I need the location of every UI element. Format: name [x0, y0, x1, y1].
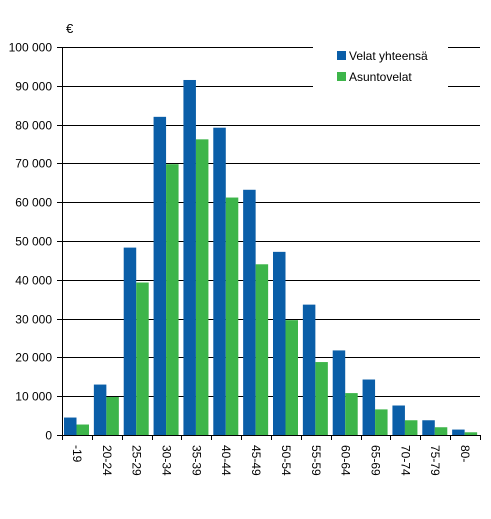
x-tick-label: 75-79: [428, 445, 442, 476]
bar-asuntovelat: [195, 139, 209, 435]
bar-velat-yhteensa: [452, 429, 465, 435]
bar-asuntovelat: [345, 393, 358, 435]
bar-velat-yhteensa: [273, 251, 286, 435]
legend: Velat yhteensä Asuntovelat: [313, 45, 448, 90]
y-tick-label: 30 000: [15, 313, 52, 327]
bar-velat-yhteensa: [123, 247, 137, 435]
bar-velat-yhteensa: [93, 384, 107, 435]
legend-label-velat-yhteensa: Velat yhteensä: [349, 49, 428, 63]
x-tick-label: -19: [70, 445, 84, 463]
axes: [57, 47, 481, 440]
x-tick-label: 45-49: [249, 445, 263, 476]
bar-asuntovelat: [315, 362, 328, 435]
bar-asuntovelat: [76, 424, 89, 435]
y-tick-label: 70 000: [15, 157, 52, 171]
bar-velat-yhteensa: [302, 304, 316, 435]
legend-background: [313, 45, 448, 90]
bar-asuntovelat: [375, 409, 388, 435]
bar-asuntovelat: [255, 264, 269, 435]
bar-asuntovelat: [464, 432, 478, 435]
x-tick-label: 20-24: [100, 445, 114, 476]
bar-velat-yhteensa: [153, 116, 167, 435]
y-tick-labels: 0 10 000 20 000 30 000 40 000 50 000 60 000 70 …: [9, 41, 53, 443]
x-tick-label: 70-74: [398, 445, 412, 476]
bar-asuntovelat: [166, 164, 179, 435]
x-tick-label: 60-64: [339, 445, 353, 476]
bar-velat-yhteensa: [243, 189, 256, 435]
y-tick-label: 90 000: [15, 80, 52, 94]
bar-asuntovelat: [434, 427, 448, 435]
legend-label-asuntovelat: Asuntovelat: [349, 70, 412, 84]
x-tick-label: 55-59: [309, 445, 323, 476]
y-tick-label: 10 000: [15, 390, 52, 404]
y-tick-label: 50 000: [15, 235, 52, 249]
x-tick-label: 40-44: [219, 445, 233, 476]
bar-velat-yhteensa: [332, 350, 346, 435]
x-tick-label: 35-39: [189, 445, 203, 476]
unit-label: €: [66, 21, 74, 36]
y-tick-label: 100 000: [9, 41, 53, 55]
legend-swatch-asuntovelat: [337, 72, 346, 81]
bar-asuntovelat: [136, 282, 149, 435]
bar-velat-yhteensa: [183, 79, 196, 435]
y-tick-label: 40 000: [15, 274, 52, 288]
bar-asuntovelat: [106, 396, 119, 435]
bar-velat-yhteensa: [392, 405, 405, 435]
x-tick-label: 50-54: [279, 445, 293, 476]
bar-velat-yhteensa: [422, 420, 435, 435]
bar-asuntovelat: [225, 197, 239, 435]
x-tick-label: 25-29: [130, 445, 144, 476]
x-tick-label: 80-: [458, 445, 472, 462]
legend-swatch-velat-yhteensa: [337, 51, 346, 60]
y-tick-label: 0: [45, 429, 52, 443]
y-tick-label: 60 000: [15, 196, 52, 210]
bar-velat-yhteensa: [213, 127, 226, 435]
x-tick-label: 65-69: [369, 445, 383, 476]
bar-asuntovelat: [404, 420, 418, 435]
bar-velat-yhteensa: [64, 417, 77, 435]
y-tick-label: 80 000: [15, 119, 52, 133]
y-tick-label: 20 000: [15, 351, 52, 365]
bar-velat-yhteensa: [362, 379, 376, 435]
x-tick-label: 30-34: [160, 445, 174, 476]
bar-asuntovelat: [285, 320, 298, 435]
x-tick-labels: -19 20-24 25-29 30-34 35-39 40-44 45-49 50-54 55…: [70, 445, 472, 476]
bars: [64, 79, 478, 435]
